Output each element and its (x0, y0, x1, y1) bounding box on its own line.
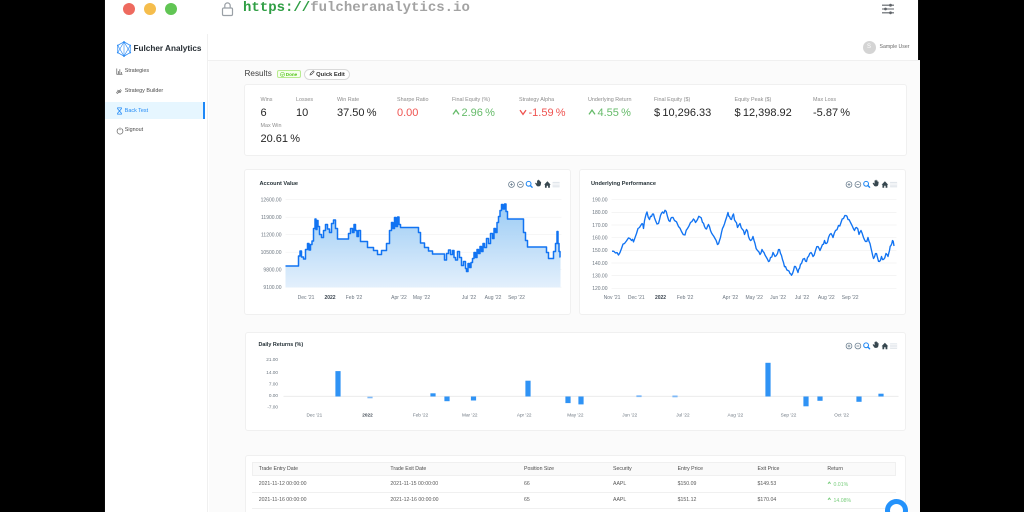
svg-text:190.00: 190.00 (592, 197, 608, 203)
svg-text:9100.00: 9100.00 (263, 285, 281, 291)
svg-text:May '22: May '22 (567, 412, 584, 417)
svg-text:Jun '22: Jun '22 (622, 412, 637, 417)
svg-text:140.00: 140.00 (592, 260, 608, 266)
svg-text:Jun '22: Jun '22 (770, 295, 786, 301)
svg-text:11200.00: 11200.00 (261, 232, 282, 238)
svg-text:12600.00: 12600.00 (260, 197, 281, 203)
svg-text:Nov '21: Nov '21 (603, 295, 620, 301)
svg-text:2022: 2022 (324, 295, 335, 301)
svg-text:10500.00: 10500.00 (260, 250, 281, 256)
svg-text:Dec '21: Dec '21 (306, 412, 322, 417)
svg-text:150.00: 150.00 (592, 248, 608, 254)
svg-text:Apr '22: Apr '22 (722, 295, 738, 301)
svg-text:Jul '22: Jul '22 (676, 412, 690, 417)
svg-text:Jul '22: Jul '22 (794, 295, 809, 301)
svg-text:160.00: 160.00 (592, 235, 608, 241)
svg-text:Sep '22: Sep '22 (508, 295, 525, 301)
svg-text:-7.00: -7.00 (267, 404, 278, 409)
svg-text:7.00: 7.00 (268, 381, 278, 386)
svg-text:2022: 2022 (654, 295, 665, 301)
svg-text:Aug '22: Aug '22 (817, 295, 834, 301)
svg-text:Aug '22: Aug '22 (727, 412, 743, 417)
svg-text:180.00: 180.00 (592, 210, 608, 216)
svg-text:130.00: 130.00 (592, 273, 608, 279)
svg-text:Feb '22: Feb '22 (676, 295, 693, 301)
svg-text:170.00: 170.00 (592, 222, 608, 228)
svg-text:Oct '22: Oct '22 (834, 412, 849, 417)
svg-text:Jul '22: Jul '22 (461, 295, 476, 301)
svg-text:Sep '22: Sep '22 (841, 295, 858, 301)
svg-text:21.00: 21.00 (266, 357, 278, 362)
svg-text:Aug '22: Aug '22 (484, 295, 501, 301)
svg-text:2022: 2022 (362, 412, 373, 417)
svg-text:May '22: May '22 (412, 295, 430, 301)
svg-text:14.00: 14.00 (266, 370, 278, 375)
svg-text:Apr '22: Apr '22 (391, 295, 407, 301)
svg-text:Mar '22: Mar '22 (462, 412, 478, 417)
svg-text:Feb '22: Feb '22 (412, 412, 428, 417)
svg-text:11900.00: 11900.00 (261, 215, 282, 221)
svg-text:Apr '22: Apr '22 (516, 412, 531, 417)
svg-text:9800.00: 9800.00 (263, 267, 281, 273)
svg-text:Dec '21: Dec '21 (627, 295, 644, 301)
svg-text:Feb '22: Feb '22 (345, 295, 362, 301)
svg-text:Sep '22: Sep '22 (780, 412, 796, 417)
svg-text:Dec '21: Dec '21 (297, 295, 314, 301)
svg-text:May '22: May '22 (745, 295, 763, 301)
svg-text:0.00: 0.00 (268, 393, 278, 398)
svg-text:120.00: 120.00 (592, 286, 608, 292)
